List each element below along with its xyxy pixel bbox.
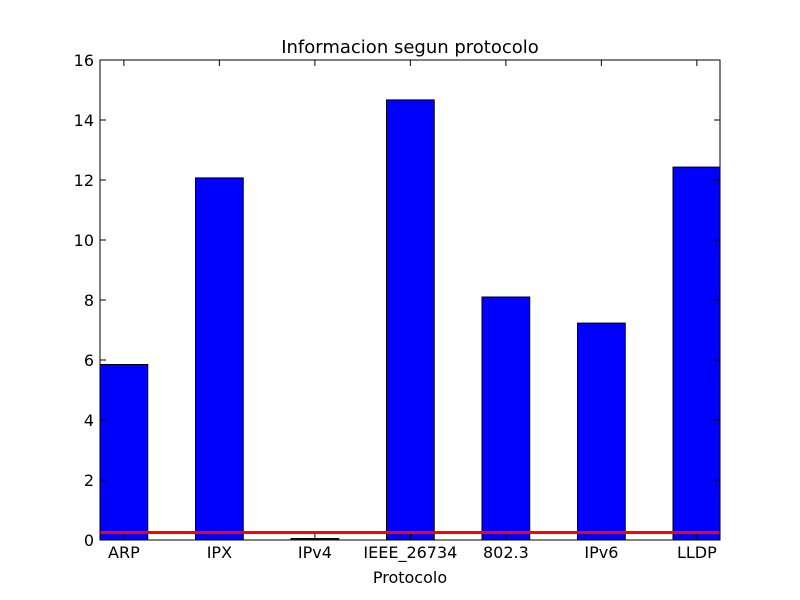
bar-ipv6	[577, 322, 626, 541]
y-tick-label: 6	[84, 351, 94, 370]
y-tick-label: 8	[84, 291, 94, 310]
x-tick-label: ARP	[108, 543, 140, 562]
y-ticks-layer: 0 2 4 6 8 10 12 14 16	[74, 51, 720, 550]
bars-layer	[99, 99, 721, 541]
y-tick-label: 4	[84, 411, 94, 430]
bar-lldp	[672, 166, 721, 541]
x-tick-label: IPX	[207, 543, 232, 562]
y-tick-label: 12	[74, 171, 94, 190]
x-tick-label: 802.3	[483, 543, 529, 562]
y-tick-label: 16	[74, 51, 94, 70]
x-tick-label: IEEE_26734	[363, 543, 457, 563]
x-axis-label: Protocolo	[373, 568, 447, 587]
bar-ipx	[195, 177, 244, 541]
chart-title: Informacion segun protocolo	[281, 37, 539, 58]
y-tick-label: 14	[74, 111, 94, 130]
y-tick-label: 0	[84, 531, 94, 550]
y-tick-label: 10	[74, 231, 94, 250]
x-tick-label: LLDP	[677, 543, 717, 562]
bar-802-3	[481, 296, 531, 541]
bar-arp	[99, 364, 149, 541]
y-tick-label: 2	[84, 471, 94, 490]
x-ticks-layer: ARP IPX IPv4 IEEE_26734 802.3 IPv6 LLDP	[108, 60, 717, 563]
bar-ieee-26734	[386, 99, 435, 541]
x-tick-label: IPv6	[584, 543, 618, 562]
x-tick-label: IPv4	[298, 543, 332, 562]
